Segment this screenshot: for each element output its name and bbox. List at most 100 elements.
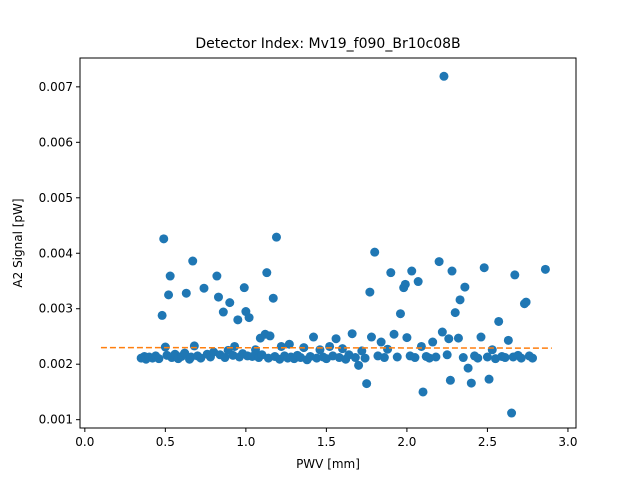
data-point — [268, 293, 278, 303]
data-point — [276, 341, 286, 351]
data-point — [466, 378, 476, 388]
data-point — [482, 352, 492, 362]
x-tick-label: 3.0 — [558, 435, 577, 449]
data-point — [528, 353, 538, 363]
data-point — [188, 256, 198, 266]
data-point — [439, 71, 449, 81]
data-point — [366, 332, 376, 342]
y-tick-label: 0.007 — [39, 80, 73, 94]
data-point — [271, 232, 281, 242]
data-point — [487, 345, 497, 355]
data-point — [453, 333, 463, 343]
data-point — [431, 352, 441, 362]
data-point — [213, 292, 223, 302]
data-point — [154, 354, 164, 364]
y-axis-label: A2 Signal [pW] — [11, 198, 25, 287]
data-point — [455, 295, 465, 305]
data-point — [244, 313, 254, 323]
data-point — [376, 337, 386, 347]
data-point — [447, 266, 457, 276]
x-tick-label: 0.0 — [75, 435, 94, 449]
data-point — [360, 353, 370, 363]
y-tick-label: 0.006 — [39, 135, 73, 149]
data-point — [392, 352, 402, 362]
data-point — [407, 266, 417, 276]
data-point — [386, 268, 396, 278]
fit-line-group — [100, 346, 552, 349]
data-point — [507, 408, 517, 418]
data-point — [445, 375, 455, 385]
data-point — [379, 353, 389, 363]
data-point — [337, 344, 347, 354]
data-point — [370, 247, 380, 257]
data-point — [500, 353, 510, 363]
x-axis-ticks: 0.0 0.5 1.0 1.5 2.0 2.5 3.0 — [75, 428, 577, 449]
data-point — [540, 264, 550, 274]
data-point — [479, 263, 489, 273]
y-tick-label: 0.002 — [39, 357, 73, 371]
data-point — [347, 329, 357, 339]
data-point — [354, 360, 364, 370]
data-point — [164, 290, 174, 300]
data-point — [362, 379, 372, 389]
data-point — [218, 307, 228, 317]
data-point — [503, 335, 513, 345]
plot-frame — [79, 57, 577, 429]
data-point — [157, 310, 167, 320]
data-point — [400, 279, 410, 289]
y-tick-label: 0.004 — [39, 246, 73, 260]
x-tick-label: 2.5 — [478, 435, 497, 449]
data-point — [262, 268, 272, 278]
data-point — [494, 316, 504, 326]
data-point — [225, 298, 235, 308]
data-point — [418, 387, 428, 397]
x-axis-label: PWV [mm] — [296, 457, 360, 471]
data-point — [434, 257, 444, 267]
x-tick-label: 2.0 — [397, 435, 416, 449]
data-point — [463, 363, 473, 373]
data-point — [284, 339, 294, 349]
data-point — [473, 353, 483, 363]
data-point — [476, 332, 486, 342]
data-point — [516, 353, 526, 363]
x-tick-label: 0.5 — [156, 435, 175, 449]
chart-title: Detector Index: Mv19_f090_Br10c08B — [195, 36, 460, 52]
x-tick-label: 1.5 — [317, 435, 336, 449]
data-point — [233, 315, 243, 325]
data-point — [450, 308, 460, 318]
data-point — [189, 341, 199, 351]
data-point — [521, 297, 531, 307]
y-tick-label: 0.003 — [39, 302, 73, 316]
data-point — [212, 271, 222, 281]
data-point — [442, 350, 452, 360]
data-point — [484, 374, 494, 384]
data-point — [309, 332, 319, 342]
y-axis-ticks: 0.001 0.002 0.003 0.004 0.005 0.006 0.007 — [39, 80, 80, 427]
data-point — [402, 333, 412, 343]
y-tick-label: 0.005 — [39, 191, 73, 205]
data-point — [230, 341, 240, 351]
data-point — [350, 353, 360, 363]
data-point — [395, 309, 405, 319]
data-point — [165, 271, 175, 281]
data-point — [265, 331, 275, 341]
data-point — [389, 329, 399, 339]
data-point — [383, 344, 393, 354]
data-point — [239, 283, 249, 293]
data-point — [159, 234, 169, 244]
data-point — [331, 334, 341, 344]
data-point — [458, 353, 468, 363]
data-point — [220, 353, 230, 363]
data-point — [444, 334, 454, 344]
data-point — [181, 288, 191, 298]
data-point — [413, 277, 423, 287]
x-tick-label: 1.0 — [236, 435, 255, 449]
data-point — [510, 270, 520, 280]
data-point — [437, 327, 447, 337]
data-point — [460, 282, 470, 292]
data-point — [325, 341, 335, 351]
data-point — [365, 287, 375, 297]
fit-line — [100, 346, 552, 349]
